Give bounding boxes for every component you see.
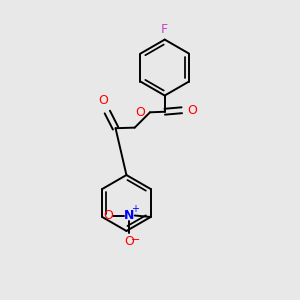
- Text: O: O: [98, 94, 108, 107]
- Text: N: N: [124, 209, 135, 222]
- Text: +: +: [131, 204, 140, 214]
- Text: O: O: [135, 106, 145, 119]
- Text: O: O: [103, 209, 113, 222]
- Text: O: O: [124, 235, 134, 248]
- Text: O: O: [188, 104, 198, 117]
- Text: −: −: [131, 235, 141, 245]
- Text: F: F: [161, 23, 168, 36]
